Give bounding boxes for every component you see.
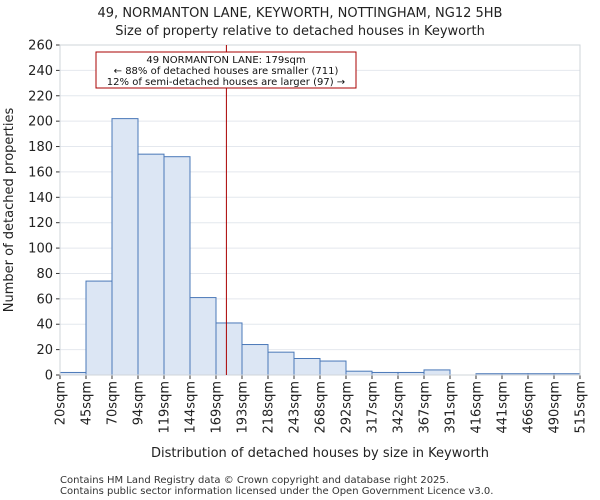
bar [423, 369, 451, 376]
x-tick-label: 218sqm [262, 381, 277, 434]
y-tick-label: 140 [28, 191, 53, 206]
x-tick-label: 193sqm [236, 381, 251, 434]
y-tick-label: 260 [28, 39, 53, 54]
y-axis-ticks: 0 20 40 60 80 100 120 140 160 180 200 220 240 260 [28, 39, 60, 384]
bar [189, 297, 217, 376]
annotation-box: 49 NORMANTON LANE: 179sqm ← 88% of detac… [95, 51, 357, 89]
bar [241, 344, 269, 376]
bar [85, 280, 113, 376]
x-tick-label: 515sqm [574, 381, 589, 434]
x-tick-label: 70sqm [106, 381, 121, 425]
y-tick-label: 60 [36, 292, 53, 307]
x-tick-label: 490sqm [548, 381, 563, 434]
x-tick-label: 342sqm [392, 381, 407, 434]
x-tick-label: 292sqm [340, 381, 355, 434]
y-tick-label: 100 [28, 242, 53, 257]
plot-frame [59, 44, 581, 376]
y-tick-label: 40 [36, 318, 53, 333]
x-tick-label: 119sqm [158, 381, 173, 434]
y-tick-label: 200 [28, 115, 53, 130]
bar [111, 118, 139, 376]
x-tick-label: 416sqm [470, 381, 485, 434]
bar [215, 322, 243, 376]
x-tick-label: 367sqm [418, 381, 433, 434]
bar [345, 370, 373, 376]
bar [163, 156, 191, 376]
x-tick-label: 466sqm [522, 381, 537, 434]
annotation-line-3: 12% of semi-detached houses are larger (… [107, 77, 345, 88]
x-axis-ticks: 20sqm 45sqm 70sqm 94sqm 119sqm 144sqm 169sqm 19… [54, 375, 589, 434]
x-tick-label: 268sqm [314, 381, 329, 434]
x-tick-label: 94sqm [132, 381, 147, 425]
x-tick-label: 243sqm [288, 381, 303, 434]
x-tick-label: 391sqm [444, 381, 459, 434]
bar [293, 358, 321, 376]
y-axis-label: Number of detached properties [2, 108, 17, 313]
x-tick-label: 169sqm [210, 381, 225, 434]
bars [59, 118, 581, 376]
x-tick-label: 144sqm [184, 381, 199, 434]
footer-line-1: Contains HM Land Registry data © Crown c… [60, 475, 449, 486]
y-tick-label: 220 [28, 89, 53, 104]
chart-subtitle: Size of property relative to detached ho… [115, 24, 485, 39]
chart-title: 49, NORMANTON LANE, KEYWORTH, NOTTINGHAM… [98, 6, 503, 21]
y-tick-label: 80 [36, 267, 53, 282]
y-tick-label: 20 [36, 343, 53, 358]
x-tick-label: 441sqm [496, 381, 511, 434]
y-tick-label: 180 [28, 140, 53, 155]
x-tick-label: 317sqm [366, 381, 381, 434]
y-tick-label: 0 [45, 369, 53, 384]
bar [267, 351, 295, 376]
y-tick-label: 120 [28, 216, 53, 231]
annotation-line-1: 49 NORMANTON LANE: 179sqm [146, 55, 305, 66]
x-axis-label: Distribution of detached houses by size … [151, 446, 489, 461]
y-tick-label: 160 [28, 165, 53, 180]
x-tick-label: 45sqm [80, 381, 95, 425]
y-tick-label: 240 [28, 64, 53, 79]
x-tick-label: 20sqm [54, 381, 69, 425]
annotation-line-2: ← 88% of detached houses are smaller (71… [114, 66, 339, 77]
footer-line-2: Contains public sector information licen… [60, 486, 493, 497]
bar [319, 360, 347, 376]
bar [137, 153, 165, 376]
